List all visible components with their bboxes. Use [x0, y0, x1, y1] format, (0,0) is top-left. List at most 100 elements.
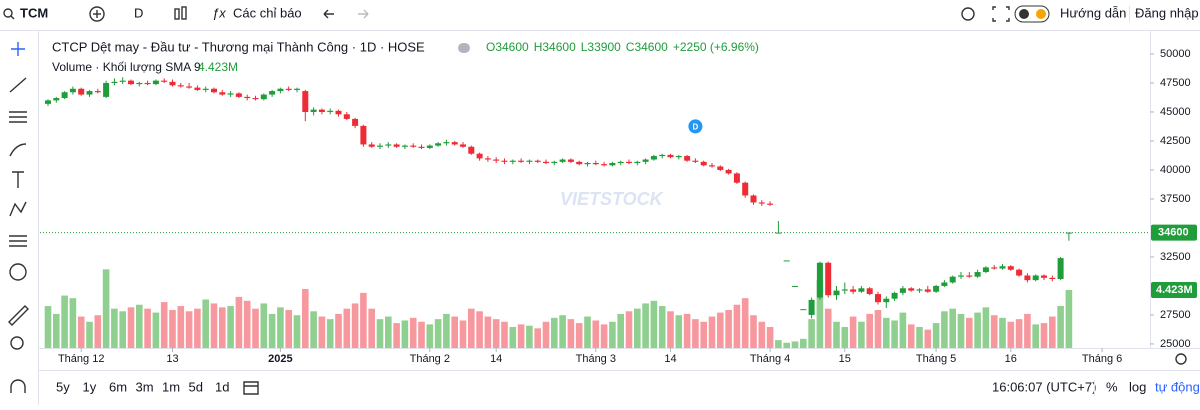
volume-bar	[210, 303, 218, 348]
percent-toggle[interactable]: %	[1106, 379, 1118, 394]
login[interactable]: Đăng nhập	[1135, 5, 1199, 20]
volume-bar	[700, 321, 707, 348]
sun-icon	[1036, 9, 1046, 19]
zoom-tool[interactable]	[10, 336, 24, 350]
candle-body	[294, 88, 300, 90]
crosshair-tool[interactable]	[11, 42, 25, 56]
ohlc-value: H34600	[534, 40, 576, 54]
settings[interactable]	[961, 7, 975, 21]
candle-body	[269, 91, 276, 95]
volume-bar	[252, 308, 259, 348]
volume-bar	[219, 307, 226, 348]
candle-body	[534, 160, 541, 162]
volume-bar	[194, 308, 201, 348]
chart-style[interactable]	[174, 6, 187, 20]
volume-box	[1151, 282, 1197, 299]
volume-bar	[816, 279, 824, 348]
volume-bar	[260, 303, 268, 348]
candle-body	[792, 285, 798, 287]
candle-body	[833, 290, 840, 296]
line-tool[interactable]	[9, 77, 27, 93]
volume-bar	[443, 313, 450, 348]
volume-bar	[326, 319, 334, 348]
volume-bar	[766, 327, 774, 348]
volume-bar	[243, 300, 251, 348]
symbol[interactable]: TCM	[20, 5, 48, 20]
candle-body	[982, 267, 989, 273]
volume-bar	[551, 317, 558, 348]
date-range[interactable]	[243, 381, 259, 395]
candle-body	[659, 154, 666, 157]
redo[interactable]	[358, 9, 369, 19]
candle-body	[717, 166, 724, 170]
range-button[interactable]: 3m	[136, 379, 154, 394]
search[interactable]: TCM	[3, 5, 48, 20]
candle-body	[1024, 275, 1031, 281]
interval[interactable]: D	[134, 5, 143, 20]
candle-body	[310, 109, 317, 112]
ohlc-value: O34600	[486, 40, 529, 54]
volume-bar	[999, 317, 1006, 348]
range-button[interactable]: 5y	[56, 379, 70, 394]
volume-bar	[858, 321, 865, 348]
axis-settings[interactable]	[1175, 353, 1187, 365]
candle-body	[509, 160, 516, 162]
indicators[interactable]: Các chỉ báo	[233, 5, 302, 20]
volume-bar	[302, 289, 309, 348]
text-tool[interactable]	[12, 171, 24, 188]
range-button[interactable]: 1d	[215, 379, 229, 394]
last-price-box	[1151, 224, 1197, 241]
volume-bar	[169, 309, 176, 348]
volume-bar	[534, 328, 541, 348]
candle-body	[808, 299, 815, 315]
auto-toggle[interactable]: tự động	[1155, 379, 1200, 394]
x-tick-label: 15	[839, 353, 851, 365]
candle-body	[958, 275, 964, 277]
brush-tool[interactable]	[9, 143, 27, 157]
volume-bar	[119, 311, 126, 348]
candle-body	[858, 288, 865, 292]
range-button[interactable]: 1y	[83, 379, 97, 394]
range-button[interactable]: 1m	[162, 379, 180, 394]
volume-bar	[584, 316, 591, 348]
candle-body	[800, 309, 807, 311]
volume-bar	[667, 311, 674, 348]
magnet-tool[interactable]	[10, 379, 26, 393]
measure-tool[interactable]	[9, 235, 27, 247]
tools	[8, 42, 29, 393]
candle-body	[260, 94, 267, 100]
log-toggle[interactable]: log	[1129, 379, 1146, 394]
emoji-tool[interactable]	[9, 263, 27, 281]
fib-tool[interactable]	[9, 111, 27, 123]
candle-body	[194, 87, 201, 90]
candle-body	[128, 80, 134, 85]
candle-body	[476, 153, 483, 159]
volume-bar	[683, 313, 691, 348]
title-menu[interactable]	[458, 43, 470, 53]
clock: 16:06:07 (UTC+7)	[992, 379, 1096, 394]
volume-bar	[966, 317, 973, 348]
candle-body	[650, 156, 657, 160]
range-button[interactable]: 6m	[109, 379, 127, 394]
undo[interactable]	[323, 9, 334, 19]
range-button[interactable]: 5d	[189, 379, 203, 394]
candle-body	[1041, 275, 1047, 278]
candle-body	[933, 285, 940, 292]
pattern-tool[interactable]	[9, 201, 27, 217]
candle-body	[1016, 269, 1023, 276]
fullscreen[interactable]	[992, 6, 1010, 22]
x-tick-label: 2025	[268, 353, 292, 365]
candle-body	[219, 92, 226, 95]
x-tick-label: Tháng 4	[750, 353, 790, 365]
compare[interactable]	[89, 6, 105, 22]
volume-bar	[393, 323, 400, 348]
volume-bar	[501, 321, 508, 348]
candle-body	[742, 182, 749, 196]
guide[interactable]: Hướng dẫn	[1060, 5, 1126, 20]
ruler-tool[interactable]	[8, 305, 29, 326]
dividend-marker[interactable]	[688, 119, 703, 134]
volume-bar	[127, 307, 135, 348]
volume-bar	[1057, 306, 1064, 348]
candle-body	[451, 142, 458, 145]
